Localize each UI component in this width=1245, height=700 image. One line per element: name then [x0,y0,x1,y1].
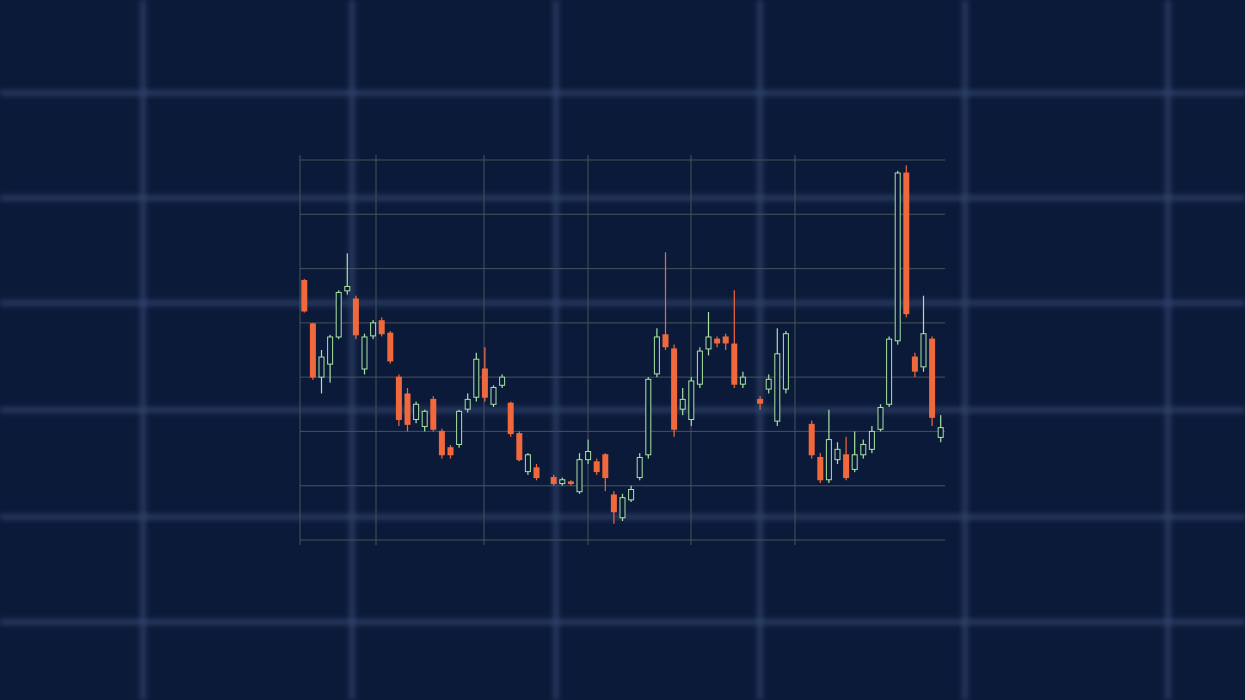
candle-body [370,322,377,337]
candle-body [499,376,506,386]
candle-body [490,386,497,405]
candle-body [602,454,609,479]
candle-body [413,403,420,420]
candle-body [344,285,351,292]
candle-body [576,459,583,493]
candle-body [817,456,824,481]
candle-body [774,353,781,422]
candle-body [309,323,316,378]
candle-body [731,343,738,385]
candle-body [361,336,368,370]
candle-body [481,368,488,398]
candle-body [696,350,703,385]
candle-body [671,348,678,430]
candle-body [447,447,454,456]
candle-body [868,430,875,450]
candle-body [327,336,334,365]
candle-body [739,376,746,385]
candle-body [937,427,944,438]
candle-body [653,336,660,375]
vertical-grid [299,155,796,545]
candle-body [335,291,342,338]
candle-body [714,338,721,344]
candle-body [757,398,764,404]
candle-body [473,358,480,398]
candle-body [628,489,635,501]
candle-body [851,454,858,470]
candle-body [619,497,626,519]
candle-body [387,332,394,362]
candle-body [688,380,695,420]
candle-body [524,454,531,473]
candle-body [903,172,910,315]
candle-body [782,333,789,390]
candle-body [722,336,729,344]
candle-body [662,334,669,348]
candle-body [705,336,712,350]
candle-body [318,356,325,378]
candle-body [911,356,918,372]
candle-body [378,320,385,335]
candle-body [843,454,850,479]
candle-body [516,433,523,461]
candle-body [438,430,445,456]
candle-body [679,398,686,410]
candle-body [636,456,643,479]
candle-body [765,378,772,390]
candle-body [585,451,592,461]
candle-body [645,378,652,456]
candle-body [834,448,841,461]
candle-body [395,376,402,420]
candle-body [464,398,471,410]
candle-body [456,410,463,445]
candle-body [567,481,574,485]
candle-body [593,461,600,473]
candle-body [808,423,815,456]
candle-body [894,172,901,342]
candle-body [825,439,832,481]
candle-body [860,443,867,456]
candle-body [559,479,566,485]
candle-body [920,333,927,368]
candle-body [533,467,540,479]
candle-body [877,407,884,430]
candle-body [507,402,514,435]
candle-body [352,298,359,336]
candle-body [404,393,411,425]
candle-body [886,338,893,405]
candle-body [421,410,428,428]
candle-body [550,477,557,485]
candle-body [929,338,936,418]
candle-body [430,398,437,430]
candle-body [301,280,308,312]
candle-body [610,494,617,513]
